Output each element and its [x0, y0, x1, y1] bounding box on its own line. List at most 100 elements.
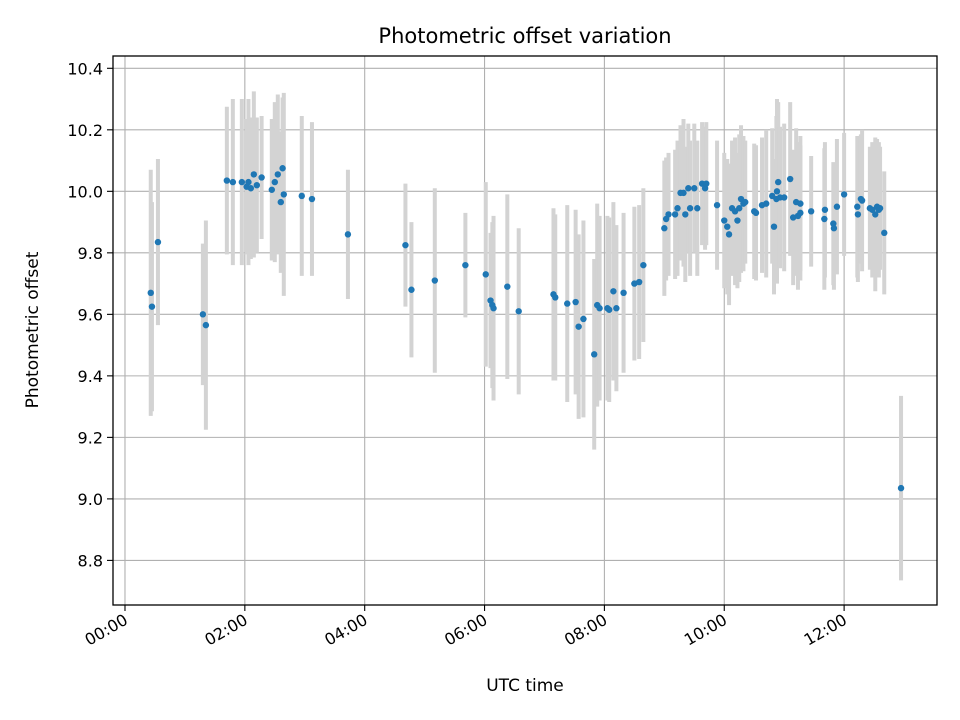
data-point: [202, 321, 210, 329]
data-point: [671, 211, 679, 218]
data-point: [605, 306, 613, 313]
data-point: [613, 305, 620, 312]
data-point: [258, 174, 265, 181]
data-point: [572, 298, 579, 306]
data-point: [344, 231, 352, 238]
data-point: [661, 225, 668, 232]
data-point: [780, 194, 788, 201]
plot-frame: [112, 55, 938, 606]
data-point: [854, 203, 861, 210]
data-point: [580, 315, 587, 323]
data-point: [821, 206, 829, 213]
data-point: [897, 484, 905, 492]
data-point: [596, 305, 603, 312]
data-point: [773, 188, 781, 195]
data-point: [154, 238, 162, 246]
data-point: [665, 211, 672, 218]
data-point: [408, 286, 415, 293]
data-point: [686, 205, 694, 212]
y-tick-label: 9.0: [78, 490, 103, 509]
data-point: [591, 351, 598, 358]
data-point: [635, 278, 643, 286]
data-point: [564, 300, 571, 307]
data-point: [147, 289, 154, 297]
data-point: [277, 198, 284, 206]
y-tick-label: 9.2: [78, 428, 103, 447]
data-point: [490, 305, 497, 312]
data-point: [271, 178, 279, 186]
data-point: [229, 178, 237, 186]
data-point: [515, 308, 522, 315]
data-point: [763, 200, 770, 207]
point-layer: [147, 165, 905, 492]
data-point: [694, 205, 701, 212]
data-point: [725, 231, 733, 238]
data-point: [770, 223, 778, 230]
data-point: [721, 217, 728, 224]
data-point: [807, 208, 815, 215]
data-point: [620, 289, 627, 297]
data-point: [869, 206, 876, 213]
data-point: [797, 209, 804, 217]
data-point: [298, 192, 305, 200]
data-point: [786, 175, 794, 183]
data-point: [431, 277, 439, 284]
data-point: [854, 211, 862, 218]
data-point: [674, 205, 681, 212]
data-point: [752, 209, 760, 217]
grid-layer: [113, 56, 937, 605]
chart-title: Photometric offset variation: [378, 24, 671, 48]
data-point: [742, 198, 749, 206]
data-point: [482, 271, 489, 278]
y-tick-label: 8.8: [78, 551, 103, 570]
data-point: [552, 294, 559, 301]
data-point: [253, 181, 261, 189]
data-point: [682, 211, 689, 218]
data-point: [575, 323, 582, 330]
y-tick-label: 9.8: [78, 244, 103, 263]
y-tick-label: 10.0: [67, 182, 103, 201]
data-point: [223, 177, 231, 184]
data-point: [830, 225, 838, 232]
data-point: [462, 261, 469, 269]
data-point: [685, 185, 692, 192]
data-point: [610, 288, 617, 295]
data-point: [736, 205, 743, 212]
data-point: [703, 180, 710, 187]
data-point: [199, 311, 207, 318]
data-point: [858, 197, 866, 204]
data-point: [881, 229, 888, 237]
data-point: [148, 303, 156, 310]
data-point: [279, 165, 286, 172]
data-point: [872, 211, 879, 218]
data-point: [280, 191, 287, 198]
data-point: [734, 217, 741, 224]
x-axis-label: UTC time: [486, 676, 564, 696]
y-tick-label: 9.6: [78, 305, 103, 324]
data-point: [250, 171, 258, 178]
data-point: [238, 178, 246, 186]
y-tick-label: 9.4: [78, 367, 103, 386]
data-point: [821, 215, 828, 223]
y-axis-label: Photometric offset: [23, 251, 43, 408]
data-point: [245, 178, 252, 186]
data-point: [308, 195, 316, 203]
data-point: [797, 200, 804, 207]
y-tick-label: 10.2: [67, 121, 103, 140]
data-point: [274, 171, 281, 178]
data-point: [724, 223, 731, 230]
data-point: [691, 185, 698, 192]
data-point: [268, 186, 276, 193]
y-tick-label: 10.4: [67, 59, 103, 78]
data-point: [247, 185, 255, 192]
data-point: [774, 178, 782, 186]
data-point: [402, 241, 409, 249]
data-point: [833, 203, 841, 210]
data-point: [840, 191, 848, 198]
data-point: [876, 205, 884, 212]
data-point: [680, 189, 687, 197]
data-point: [713, 201, 721, 209]
data-point: [504, 283, 511, 290]
